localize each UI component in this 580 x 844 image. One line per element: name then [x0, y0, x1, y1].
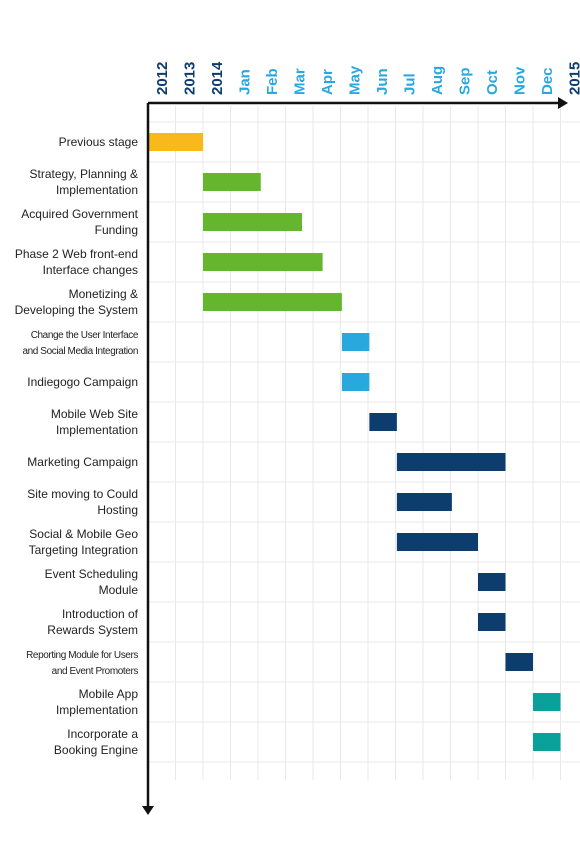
task-label-line: Implementation [56, 423, 138, 437]
task-labels: Previous stage Strategy, Planning & Implem… [15, 135, 140, 757]
task-bar [533, 733, 561, 751]
task-label: Mobile App Implementation [56, 687, 138, 717]
tick-label: Mar [291, 68, 308, 95]
grid-lines [148, 106, 580, 780]
tick-label: Feb [264, 68, 281, 95]
tick-label: Jun [374, 68, 391, 95]
tick-label: Dec [539, 67, 556, 95]
task-label: Phase 2 Web front-end Interface changes [15, 247, 138, 277]
task-bar [478, 613, 506, 631]
task-label-line: Acquired Government [21, 207, 138, 221]
task-label-line: Incorporate a [67, 727, 138, 741]
task-label-line: Event Scheduling [45, 567, 138, 581]
task-label-line: Rewards System [47, 623, 138, 637]
tick-label: 2012 [154, 62, 171, 95]
task-label-line: Booking Engine [54, 743, 138, 757]
tick-label: Jul [401, 73, 418, 95]
task-label-line: Targeting Integration [29, 543, 138, 557]
task-axis-arrow-icon [142, 806, 154, 815]
task-label: Acquired Government Funding [21, 207, 138, 237]
task-label-line: Mobile Web Site [51, 407, 138, 421]
axes [142, 97, 568, 815]
task-bar [341, 333, 370, 351]
time-axis-arrow-icon [558, 97, 568, 109]
task-label-line: Implementation [56, 183, 138, 197]
task-label: Social & Mobile Geo Targeting Integration [29, 527, 139, 557]
task-label-line: Change the User Interface [31, 330, 139, 341]
task-bar [203, 173, 261, 191]
task-label: Change the User Interface and Social Medi… [22, 330, 138, 357]
task-label-line: Indiegogo Campaign [27, 375, 138, 389]
task-label: Indiegogo Campaign [27, 375, 138, 389]
tick-label: Apr [319, 69, 336, 95]
task-bar [478, 573, 506, 591]
tick-label: 2014 [209, 61, 226, 95]
tick-label: 2015 [566, 62, 580, 95]
tick-label: Aug [429, 66, 446, 95]
task-label-line: Mobile App [79, 687, 139, 701]
task-label-line: Introduction of [62, 607, 139, 621]
task-label-line: Social & Mobile Geo [29, 527, 138, 541]
task-label: Monetizing & Developing the System [15, 287, 138, 317]
task-bar [369, 413, 397, 431]
task-bar [505, 653, 533, 671]
task-bar [148, 133, 203, 151]
task-label-line: Module [99, 583, 139, 597]
task-label: Incorporate a Booking Engine [54, 727, 138, 757]
task-bar [396, 453, 506, 471]
task-label-line: Strategy, Planning & [29, 167, 138, 181]
tick-label: Nov [511, 66, 528, 95]
task-label: Introduction of Rewards System [47, 607, 138, 637]
task-label: Marketing Campaign [27, 455, 138, 469]
task-label-line: Implementation [56, 703, 138, 717]
task-label-line: Interface changes [43, 263, 138, 277]
task-label-line: Hosting [97, 503, 138, 517]
task-bar [203, 293, 342, 311]
task-label: Event Scheduling Module [45, 567, 139, 597]
tick-label: May [346, 65, 363, 95]
task-label: Reporting Module for Users and Event Prom… [26, 650, 138, 677]
task-bar [341, 373, 370, 391]
task-label: Strategy, Planning & Implementation [29, 167, 138, 197]
task-label-line: Developing the System [15, 303, 138, 317]
task-label-line: Site moving to Could [27, 487, 138, 501]
task-label-line: Marketing Campaign [27, 455, 138, 469]
task-label-line: Monetizing & [69, 287, 138, 301]
task-bar [533, 693, 561, 711]
task-label-line: Reporting Module for Users [26, 650, 138, 661]
task-label-line: Phase 2 Web front-end [15, 247, 138, 261]
task-bar [203, 213, 302, 231]
task-label-line: and Social Media Integration [22, 346, 138, 357]
task-bar [396, 533, 478, 551]
task-label-line: and Event Promoters [52, 666, 139, 677]
tick-label: Oct [484, 70, 501, 95]
timeline-tick-labels: 2012 2013 2014 Jan Feb Mar Apr May Jun Jul Aug Sep O… [154, 61, 580, 95]
tick-label: Jan [236, 69, 253, 95]
task-bar [396, 493, 452, 511]
task-label: Mobile Web Site Implementation [51, 407, 138, 437]
tick-label: 2013 [181, 62, 198, 95]
task-label-line: Funding [95, 223, 138, 237]
task-bar [203, 253, 323, 271]
task-label: Site moving to Could Hosting [27, 487, 138, 517]
task-label: Previous stage [59, 135, 139, 149]
task-bars [148, 133, 561, 751]
tick-label: Sep [456, 67, 473, 95]
task-label-line: Previous stage [59, 135, 139, 149]
